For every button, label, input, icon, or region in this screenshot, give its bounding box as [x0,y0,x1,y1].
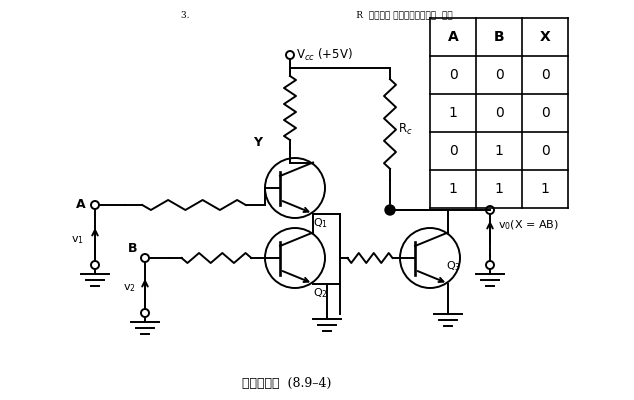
Text: 0: 0 [449,144,457,158]
Text: A: A [76,198,86,212]
Text: Q$_1$: Q$_1$ [313,216,328,230]
Text: 3.                                                          R  परंत प्रवाहित  नह: 3. R परंत प्रवाहित नह [181,10,453,19]
Text: Y: Y [254,136,262,150]
Text: 1: 1 [449,182,458,196]
Text: V$_{cc}$ (+5V): V$_{cc}$ (+5V) [296,47,353,63]
Text: 1: 1 [495,182,503,196]
Text: 0: 0 [541,144,550,158]
Circle shape [385,205,395,215]
Text: v$_0$(X = AB): v$_0$(X = AB) [498,218,559,232]
Text: R$_c$: R$_c$ [398,122,413,136]
Text: 1: 1 [495,144,503,158]
Text: X: X [540,30,550,44]
Text: B: B [128,242,138,254]
Text: 0: 0 [495,68,503,82]
Text: 1: 1 [449,106,458,120]
Text: 0: 0 [495,106,503,120]
Text: 0: 0 [541,106,550,120]
Text: B: B [494,30,504,44]
Text: 0: 0 [449,68,457,82]
Text: v$_2$: v$_2$ [122,282,136,294]
Text: v$_1$: v$_1$ [70,234,84,246]
Text: 1: 1 [541,182,550,196]
Text: 0: 0 [541,68,550,82]
Text: Q$_3$: Q$_3$ [446,259,461,273]
Text: Q$_2$: Q$_2$ [313,286,328,300]
Text: A: A [448,30,458,44]
Text: चित्र  (8.9–4): चित्र (8.9–4) [242,377,332,390]
